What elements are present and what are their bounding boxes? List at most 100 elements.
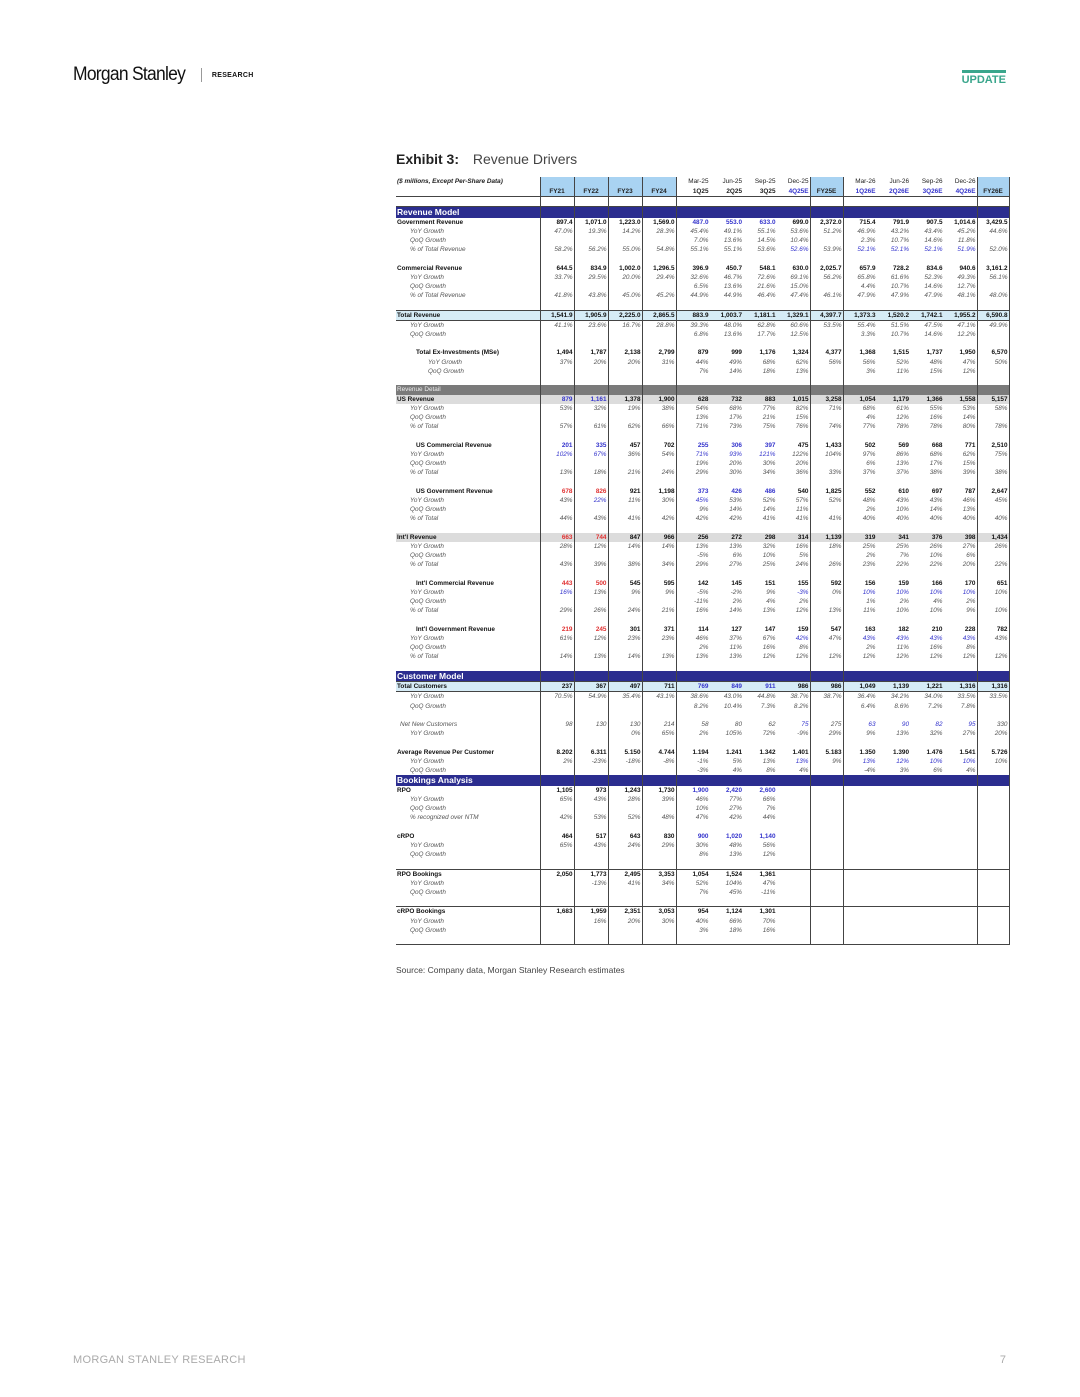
table-cell: 54.8%: [641, 245, 676, 255]
table-cell: [776, 934, 810, 946]
table-cell: 26%: [809, 560, 843, 570]
table-cell: 55.1%: [757, 227, 776, 235]
table-cell: 60.6%: [790, 321, 809, 329]
table-cell: [607, 366, 642, 377]
table-row-average-revenue-per-customer: Average Revenue Per Customer 8.202 6.311 5.…: [396, 747, 1010, 757]
table-cell: 5%: [799, 552, 809, 560]
table-cell: 65.8%: [842, 272, 877, 283]
table-cell: -8%: [641, 756, 676, 767]
table-cell: [573, 643, 608, 653]
table-cell: [709, 670, 743, 682]
table-cell: 1,368: [842, 348, 877, 358]
table-cell: [809, 551, 843, 561]
table-cell: [910, 841, 944, 850]
table-cell: [910, 888, 944, 897]
table-cell: [641, 254, 676, 264]
table-cell: [710, 524, 744, 533]
column-month: [573, 177, 608, 187]
table-cell: 12%: [573, 541, 608, 552]
table-cell: [539, 300, 574, 311]
table-cell: 33.7%: [539, 272, 574, 283]
spacer-row: [396, 897, 1010, 907]
table-cell: 19%: [675, 459, 710, 469]
table-cell: 56.2%: [573, 245, 608, 255]
table-cell: [809, 477, 843, 487]
table-cell: [944, 255, 978, 264]
table-cell: 14.6%: [924, 331, 943, 339]
table-cell: 13%: [896, 730, 909, 738]
table-cell: [777, 570, 811, 579]
table-cell: 46.1%: [809, 291, 843, 301]
table-cell: 114: [675, 624, 710, 634]
table-cell: 879: [675, 348, 710, 358]
row-label: Average Revenue Per Customer: [397, 748, 495, 756]
column-header: FY22: [573, 186, 608, 197]
table-cell: 46.7%: [723, 273, 742, 281]
table-cell: 6.8%: [675, 330, 710, 340]
table-cell: 20%: [976, 729, 1010, 739]
row-label: Customer Model: [396, 670, 540, 682]
row-label: YoY Growth: [410, 795, 444, 803]
table-cell: 16%: [675, 606, 710, 616]
table-cell: 7.3%: [760, 702, 776, 710]
table-cell: 502: [842, 440, 877, 450]
section-customer-model: Customer Model: [396, 670, 1010, 682]
table-cell: [976, 840, 1010, 851]
table-cell: [910, 376, 944, 385]
table-row-net-new-customers: Net New Customers 98 130 130 214 58 80 62 75 275 6…: [396, 720, 1010, 730]
table-cell: 78%: [976, 422, 1010, 432]
table-cell: 39%: [962, 469, 976, 477]
table-cell: 40%: [896, 515, 909, 523]
table-cell: 44%: [762, 814, 776, 822]
table-cell: 42%: [795, 634, 809, 642]
spacer-cell: [539, 195, 574, 208]
table-row-yoy-growth: YoY Growth 70.5% 54.9% 35.4% 43.1% 38.6% 43.0%…: [396, 691, 1010, 702]
table-cell: 32.6%: [675, 272, 710, 283]
table-cell: [675, 477, 710, 487]
table-cell: 13%: [729, 851, 742, 859]
spacer-row: [396, 934, 1010, 946]
table-cell: 27%: [962, 730, 976, 738]
table-cell: 13%: [729, 542, 742, 550]
table-cell: 11%: [607, 495, 642, 506]
table-cell: 17%: [929, 460, 943, 468]
table-cell: 306: [731, 441, 742, 449]
table-cell: 371: [641, 624, 676, 634]
table-cell: 5.726: [976, 747, 1010, 757]
table-row-yoy-growth: YoY Growth 47.0% 19.3% 14.2% 28.3% 45.4% 49.1%…: [396, 226, 1010, 237]
table-cell: [976, 916, 1010, 926]
table-cell: 41%: [607, 514, 642, 524]
table-cell: 7%: [899, 552, 909, 560]
table-cell: 6%: [842, 459, 877, 469]
table-cell: [641, 925, 676, 935]
table-cell: 170: [964, 579, 976, 587]
table-cell: [607, 925, 642, 935]
table-row-government-revenue: Government Revenue 897.4 1,071.0 1,223.0 1,5…: [396, 217, 1010, 227]
table-cell: 16%: [573, 916, 608, 926]
table-cell: 74%: [809, 422, 843, 432]
table-cell: [573, 477, 608, 487]
table-cell: 373: [675, 486, 710, 496]
table-cell: 1,520.2: [876, 309, 910, 321]
table-cell: [777, 738, 811, 747]
table-cell: [976, 643, 1010, 653]
table-cell: -5%: [675, 551, 710, 561]
table-cell: 11%: [896, 644, 909, 652]
row-label: QoQ Growth: [410, 598, 446, 606]
table-cell: [641, 477, 676, 487]
table-cell: [777, 926, 811, 935]
table-cell: [573, 236, 608, 246]
table-cell: [876, 775, 910, 786]
table-cell: [809, 934, 843, 946]
row-label: YoY Growth: [410, 730, 444, 738]
table-cell: 4,397.7: [809, 309, 843, 321]
table-cell: [809, 569, 843, 579]
table-cell: [777, 841, 811, 850]
table-cell: 443: [539, 578, 574, 588]
table-cell: 66%: [762, 795, 776, 803]
table-cell: [976, 505, 1010, 515]
table-cell: [641, 569, 676, 579]
spacer-cell: [776, 195, 810, 208]
table-cell: [539, 738, 574, 748]
table-cell: [976, 413, 1010, 423]
